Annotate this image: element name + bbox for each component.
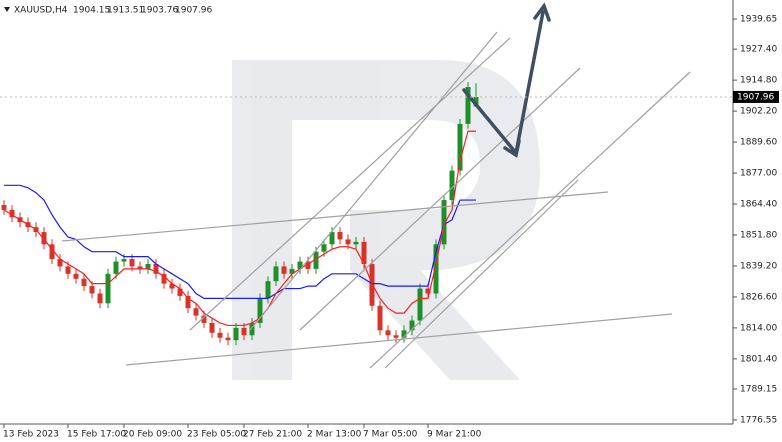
candle-body [97, 293, 103, 304]
candle-body [417, 288, 423, 321]
candle-body [297, 261, 303, 269]
candle-body [313, 251, 319, 269]
candle-body [249, 322, 255, 336]
x-tick-label: 20 Feb 09:00 [123, 430, 182, 440]
candle-body [329, 232, 335, 245]
candle-body [281, 266, 287, 274]
y-tick-label: 1889.60 [740, 138, 777, 148]
candle-body [193, 308, 199, 316]
menu-arrow [4, 7, 10, 12]
candle-body [113, 261, 119, 274]
candle-body [457, 123, 463, 171]
candle-body [177, 288, 183, 296]
x-tick-label: 15 Feb 17:00 [67, 430, 126, 440]
candle-body [105, 273, 111, 304]
candle-body [153, 263, 159, 274]
candle-body [137, 266, 143, 269]
candle-body [41, 232, 47, 245]
x-tick-label: 7 Mar 05:00 [363, 430, 418, 440]
candle-body [57, 259, 63, 267]
candle-body [401, 330, 407, 338]
candle-body [129, 259, 135, 267]
plot-area [1, 82, 479, 346]
candle-body [169, 283, 175, 289]
x-tick-label: 2 Mar 13:00 [307, 430, 362, 440]
candle-body [65, 266, 71, 274]
candle-body [201, 315, 207, 323]
candle-body [361, 241, 367, 264]
y-tick-label: 1839.20 [740, 261, 777, 271]
symbol-title: XAUUSD,H4 [14, 6, 68, 16]
y-tick-label: 1851.80 [740, 230, 777, 240]
candle-body [257, 298, 263, 323]
y-tick-label: 1914.80 [740, 76, 777, 86]
indicator-line [4, 184, 476, 299]
candle-body [9, 209, 15, 218]
candle-body [289, 268, 295, 274]
candle-body [409, 320, 415, 331]
candle-body [337, 232, 343, 240]
candle-body [265, 281, 271, 299]
x-tick-label: 27 Feb 21:00 [243, 430, 302, 440]
candle-body [209, 322, 215, 333]
candle-body [425, 288, 431, 294]
candle-body [233, 327, 239, 341]
candle-body [473, 96, 479, 107]
header-close: 1907.96 [175, 6, 212, 16]
watermark [232, 60, 540, 380]
y-tick-label: 1927.40 [740, 45, 777, 55]
trend-lines [61, 31, 691, 369]
candle-body [217, 332, 223, 338]
candle-body [89, 286, 95, 294]
candle-body [241, 327, 247, 336]
candle-body [49, 244, 55, 260]
candle-body [145, 263, 151, 269]
candle-body [121, 259, 127, 262]
y-tick-label: 1864.40 [740, 200, 777, 210]
price-tag-label: 1907.96 [737, 92, 774, 102]
y-tick-label: 1801.40 [740, 354, 777, 364]
candle-body [353, 241, 359, 245]
candle-body [273, 266, 279, 282]
x-tick-label: 13 Feb 2023 [3, 430, 59, 440]
y-tick-label: 1776.55 [740, 415, 777, 425]
x-tick-label: 23 Feb 05:00 [187, 430, 246, 440]
candle-body [225, 337, 231, 341]
candle-body [449, 170, 455, 201]
candle-body [161, 273, 167, 284]
y-tick-label: 1939.65 [740, 15, 777, 25]
forecast-arrow [462, 2, 551, 158]
candle-body [465, 87, 471, 124]
x-tick-label: 9 Mar 21:00 [427, 430, 482, 440]
price-tag [733, 90, 779, 103]
candle-body [81, 278, 87, 287]
candle-body [393, 335, 399, 338]
y-tick-label: 1902.20 [740, 107, 777, 117]
y-tick-label: 1789.15 [740, 384, 777, 394]
candle-body [305, 261, 311, 269]
candle-body [377, 305, 383, 331]
candle-body [441, 200, 447, 245]
candle-body [345, 239, 351, 245]
candle-body [185, 295, 191, 309]
candle-body [321, 244, 327, 252]
header-open: 1904.15 [73, 6, 110, 16]
header-low: 1903.76 [141, 6, 178, 16]
y-tick-label: 1814.00 [740, 323, 777, 333]
y-tick-label: 1826.60 [740, 292, 777, 302]
candle-body [73, 273, 79, 279]
candle-body [433, 244, 439, 294]
candle-body [385, 330, 391, 336]
indicator-line [3, 130, 476, 327]
y-tick-label: 1877.00 [740, 169, 777, 179]
header-high: 1913.51 [107, 6, 144, 16]
candle-body [1, 204, 7, 210]
